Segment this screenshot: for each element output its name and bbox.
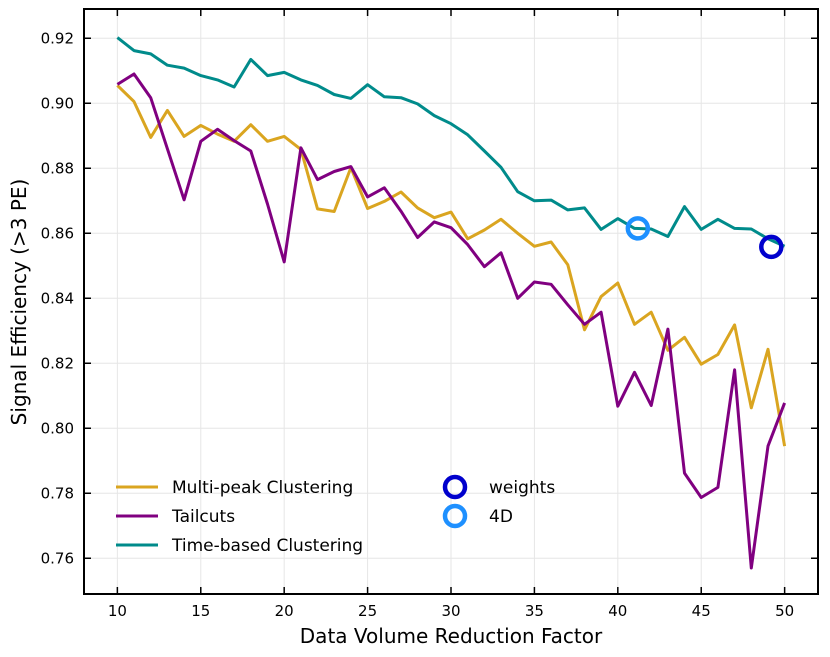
legend-marker-1: [442, 503, 468, 529]
x-tick-label: 15: [191, 602, 210, 620]
legend-marker-0: [442, 474, 468, 500]
y-tick-label: 0.92: [41, 29, 74, 47]
legend-label-0: Multi-peak Clustering: [172, 478, 353, 498]
marker-4D: [625, 216, 651, 241]
x-axis-label: Data Volume Reduction Factor: [300, 624, 603, 648]
y-tick-label: 0.80: [41, 419, 74, 437]
legend-label-2: Time-based Clustering: [171, 536, 363, 556]
y-axis-label: Signal Efficiency (>3 PE): [7, 179, 31, 426]
y-tick-label: 0.90: [41, 94, 74, 112]
x-tick-label: 20: [275, 602, 294, 620]
legend-marker-label-1: 4D: [489, 507, 513, 527]
x-tick-label: 10: [108, 602, 127, 620]
y-tick-label: 0.76: [41, 549, 74, 567]
marker-weights: [759, 234, 784, 260]
x-tick-label: 50: [775, 602, 794, 620]
series-layer: [116, 36, 787, 570]
x-tick-label: 30: [441, 602, 460, 620]
y-tick-label: 0.82: [41, 354, 74, 372]
y-tick-label: 0.84: [41, 289, 74, 307]
grid: [84, 9, 818, 594]
markers-layer: [625, 216, 784, 260]
legend: Multi-peak Clustering Tailcuts Time-based …: [116, 474, 555, 556]
series-line-2: [116, 36, 786, 248]
x-tick-label: 35: [525, 602, 544, 620]
legend-label-1: Tailcuts: [171, 507, 235, 527]
y-tick-label: 0.78: [41, 484, 74, 502]
x-tick-label: 40: [608, 602, 627, 620]
ticks: 10 15 20 25 30 35 40 45 50 0.76 0.78 0.80 0.82 0.84 0.…: [41, 9, 818, 620]
series-line-0: [116, 84, 787, 447]
x-tick-label: 45: [692, 602, 711, 620]
y-tick-label: 0.86: [41, 224, 74, 242]
legend-marker-label-0: weights: [489, 478, 555, 498]
series-line-1: [116, 72, 787, 570]
x-tick-label: 25: [358, 602, 377, 620]
y-tick-label: 0.88: [41, 159, 74, 177]
